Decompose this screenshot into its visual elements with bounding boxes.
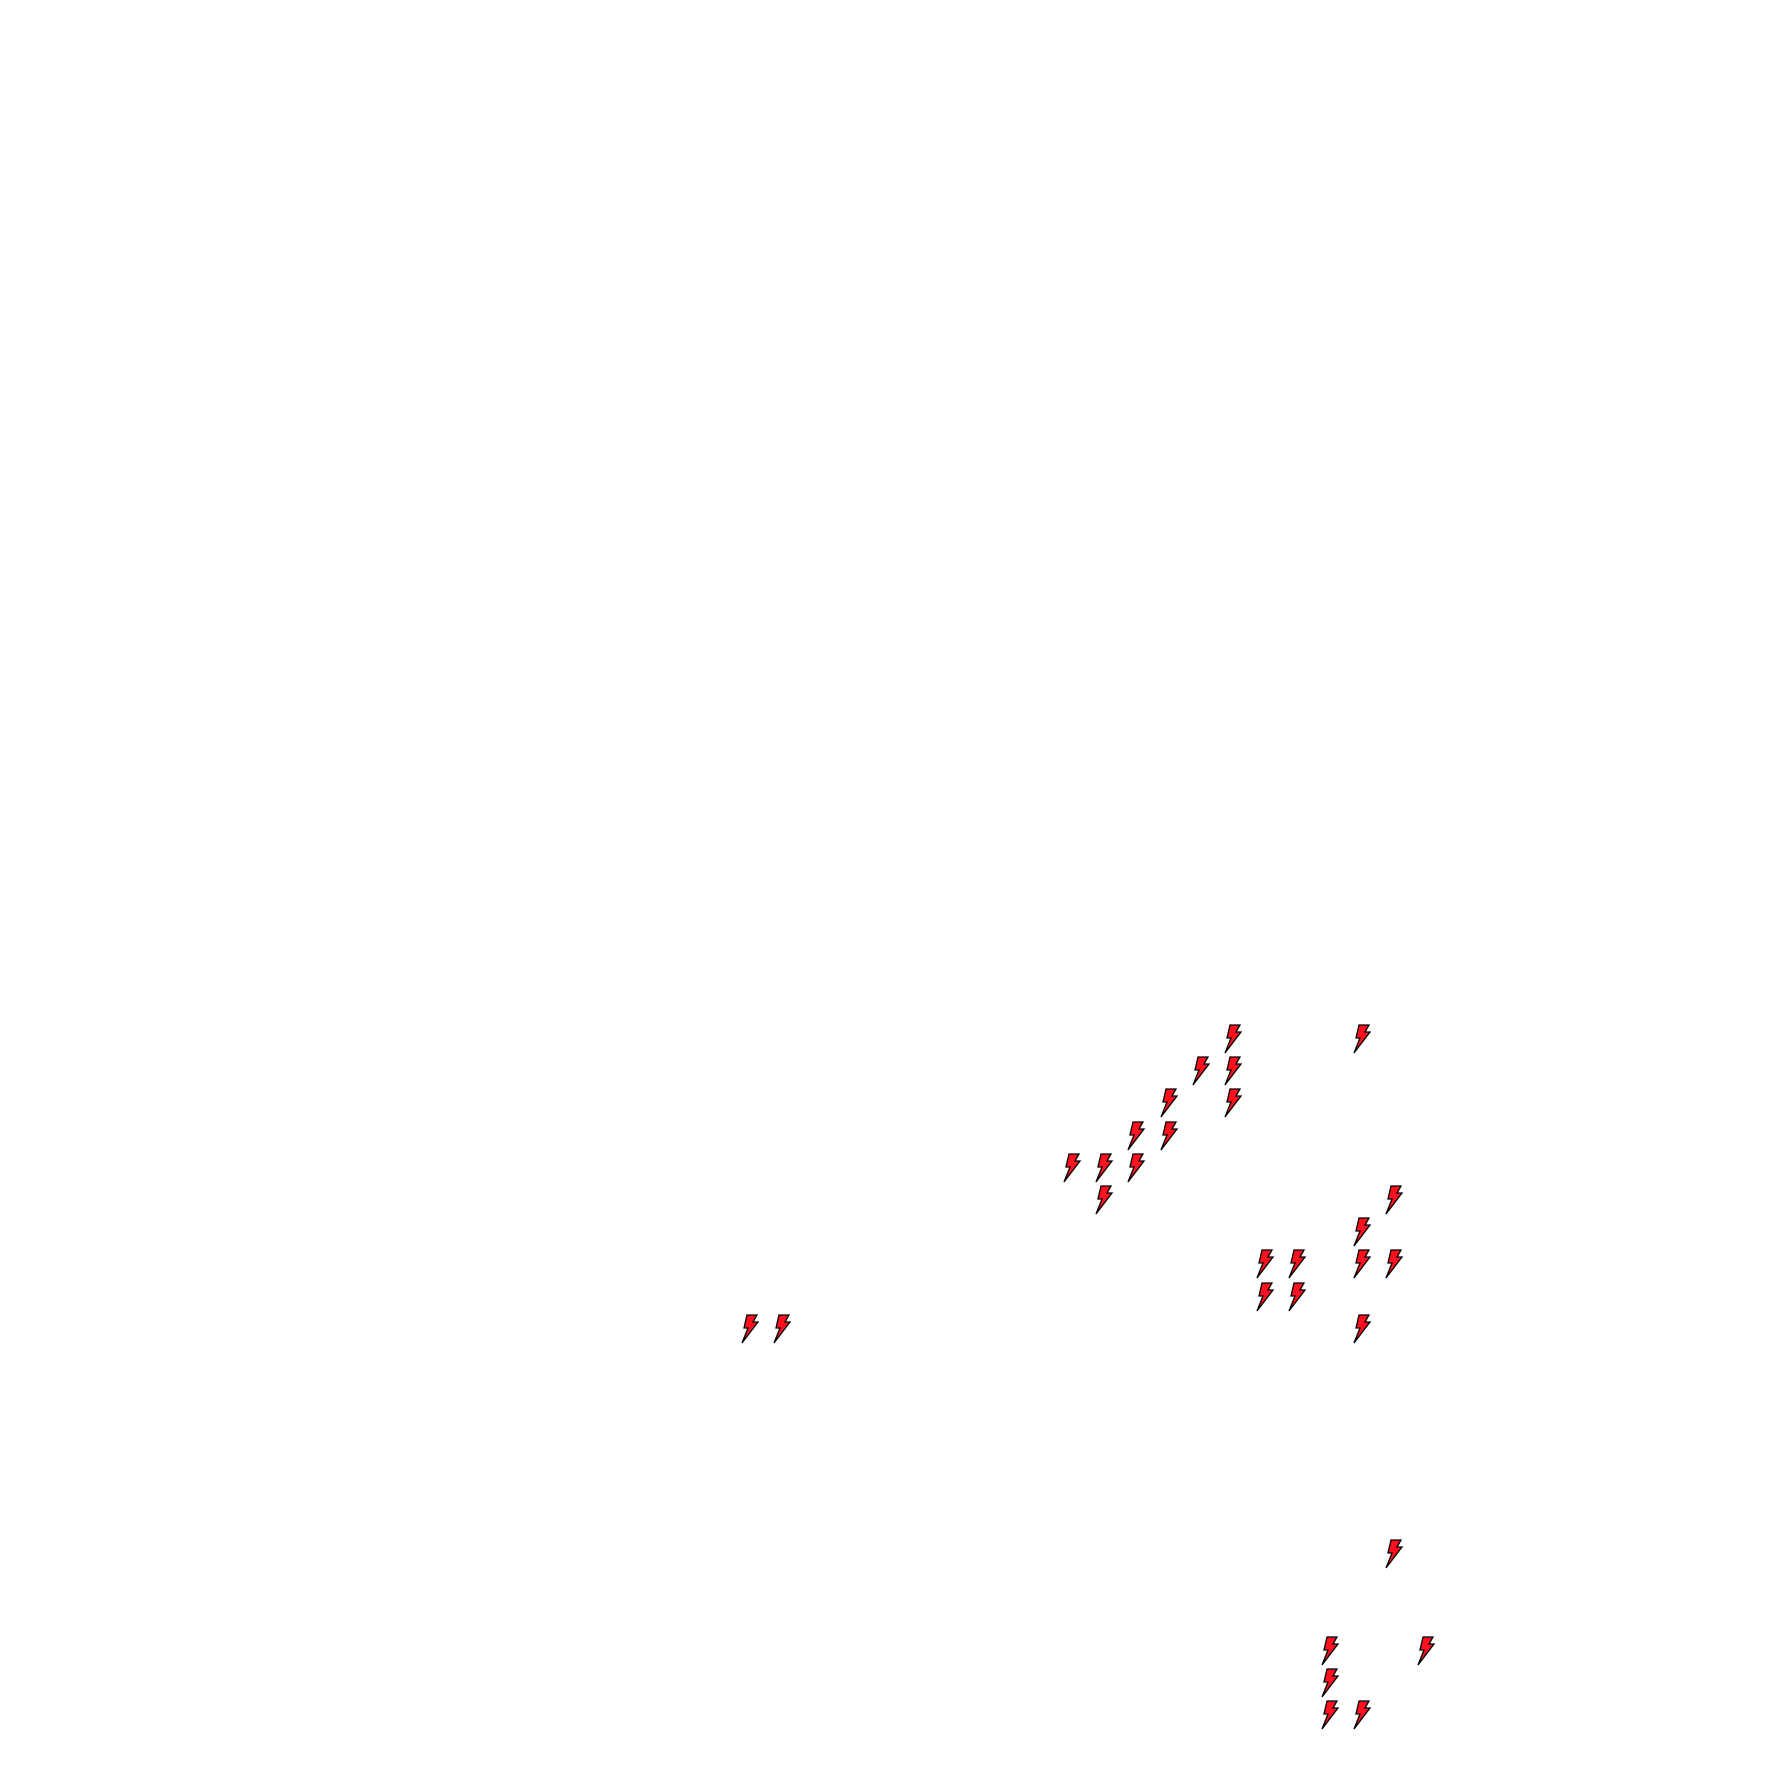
lightning-bolt-icon[interactable] bbox=[1352, 1217, 1372, 1247]
lightning-bolt-icon[interactable] bbox=[1287, 1249, 1307, 1279]
lightning-bolt-icon[interactable] bbox=[1320, 1636, 1340, 1666]
lightning-bolt-icon[interactable] bbox=[1352, 1024, 1372, 1054]
lightning-bolt-icon[interactable] bbox=[1384, 1539, 1404, 1569]
lightning-bolt-icon[interactable] bbox=[1191, 1056, 1211, 1086]
lightning-bolt-icon[interactable] bbox=[1126, 1120, 1146, 1151]
lightning-bolt-icon[interactable] bbox=[1223, 1056, 1243, 1086]
lightning-bolt-icon[interactable] bbox=[1352, 1700, 1372, 1730]
lightning-bolt-icon[interactable] bbox=[1223, 1088, 1243, 1118]
lightning-bolt-icon[interactable] bbox=[772, 1314, 792, 1344]
lightning-bolt-icon[interactable] bbox=[1255, 1249, 1275, 1279]
lightning-bolt-icon[interactable] bbox=[1159, 1120, 1179, 1151]
lightning-bolt-icon[interactable] bbox=[1352, 1249, 1372, 1279]
lightning-bolt-icon[interactable] bbox=[1094, 1185, 1114, 1215]
lightning-bolt-icon[interactable] bbox=[1126, 1153, 1146, 1183]
lightning-bolt-icon[interactable] bbox=[1159, 1088, 1179, 1118]
lightning-bolt-icon[interactable] bbox=[1352, 1314, 1372, 1344]
lightning-bolt-icon[interactable] bbox=[1384, 1249, 1404, 1279]
lightning-bolt-icon[interactable] bbox=[1384, 1185, 1404, 1215]
lightning-bolt-icon[interactable] bbox=[740, 1314, 760, 1344]
lightning-bolt-icon[interactable] bbox=[1416, 1636, 1436, 1666]
lightning-bolt-icon[interactable] bbox=[1320, 1700, 1340, 1730]
lightning-bolt-icon[interactable] bbox=[1287, 1281, 1307, 1312]
lightning-bolt-icon[interactable] bbox=[1223, 1024, 1243, 1054]
lightning-bolt-icon[interactable] bbox=[1255, 1281, 1275, 1312]
lightning-bolt-icon[interactable] bbox=[1094, 1153, 1114, 1183]
lightning-bolt-icon[interactable] bbox=[1320, 1668, 1340, 1698]
lightning-bolt-icon[interactable] bbox=[1062, 1153, 1082, 1183]
